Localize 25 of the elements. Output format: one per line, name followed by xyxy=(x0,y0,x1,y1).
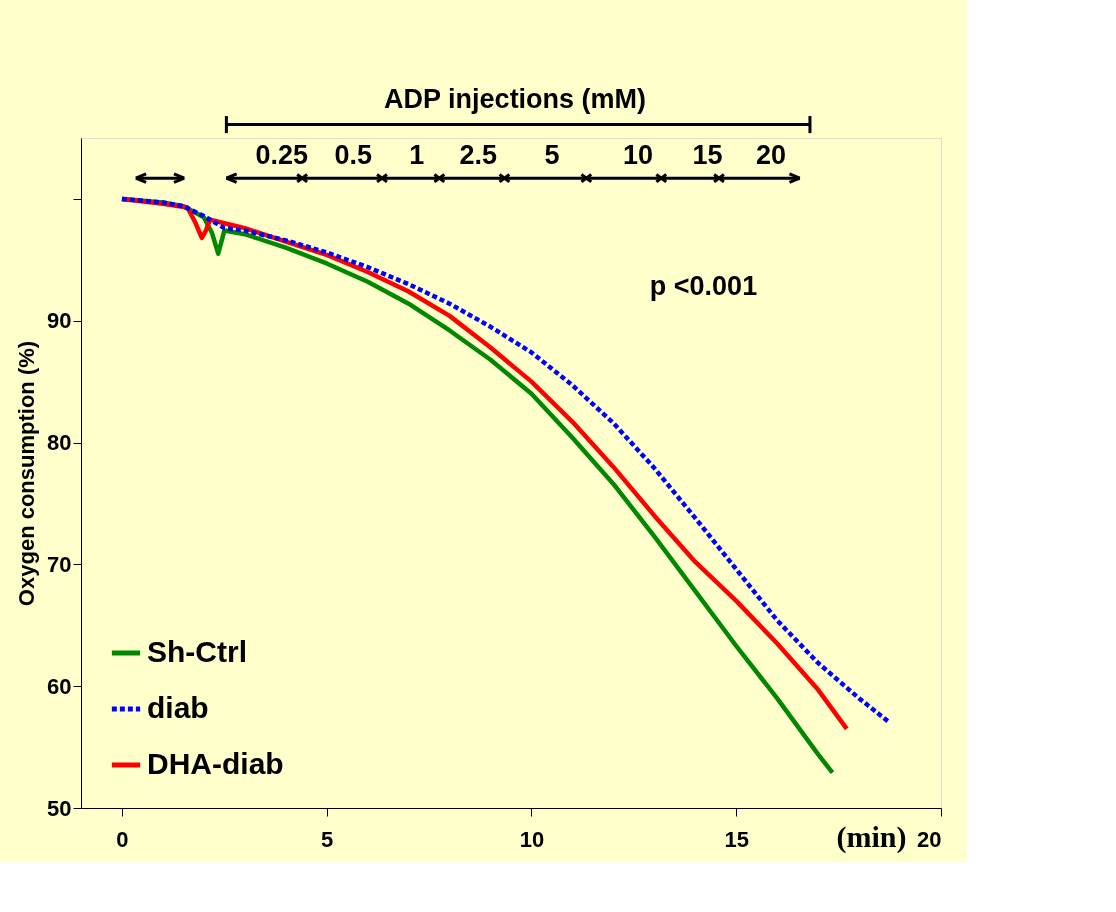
annotation: 0.5 xyxy=(334,139,373,170)
annotation: 10 xyxy=(622,139,653,170)
x-tick-label: 5 xyxy=(321,826,334,852)
y-tick-label: 50 xyxy=(47,795,72,821)
y-tick-label: 60 xyxy=(47,673,72,699)
y-tick-label: 70 xyxy=(47,551,72,577)
x-axis-title: (min) xyxy=(836,819,907,854)
text: ADP injections (mM) xyxy=(384,83,647,114)
annotation: 15 xyxy=(692,139,723,170)
y-tick-label: 80 xyxy=(47,430,72,456)
x-tick-label: 20 xyxy=(917,826,942,852)
legend-label: Sh-Ctrl xyxy=(147,635,247,668)
annotation: 20 xyxy=(756,139,787,170)
annotation: 2.5 xyxy=(459,139,498,170)
y-tick-label: 90 xyxy=(47,308,72,334)
x-tick-label: 15 xyxy=(724,826,749,852)
legend-label: diab xyxy=(147,691,209,724)
legend-label: DHA-diab xyxy=(147,747,284,780)
annotation: 0.25 xyxy=(255,139,308,170)
annotation: 5 xyxy=(544,139,560,170)
annotation: 1 xyxy=(409,139,425,170)
y-axis-title: Oxygen consumption (%) xyxy=(14,340,40,607)
annotation: p <0.001 xyxy=(649,271,758,302)
x-tick-label: 10 xyxy=(519,826,545,852)
x-tick-label: 0 xyxy=(116,826,129,852)
